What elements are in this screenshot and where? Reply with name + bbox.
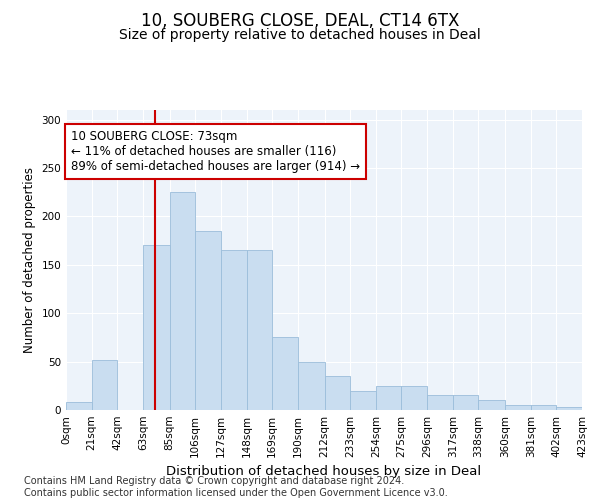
Bar	[143, 246, 170, 410]
Bar	[505, 405, 531, 410]
Bar	[247, 250, 272, 410]
Bar	[376, 386, 401, 410]
Bar	[350, 390, 376, 410]
Text: Contains HM Land Registry data © Crown copyright and database right 2024.
Contai: Contains HM Land Registry data © Crown c…	[24, 476, 448, 498]
Bar	[401, 386, 427, 410]
Bar	[170, 192, 196, 410]
Text: Size of property relative to detached houses in Deal: Size of property relative to detached ho…	[119, 28, 481, 42]
Bar	[272, 338, 298, 410]
Bar	[196, 231, 221, 410]
Bar	[298, 362, 325, 410]
Y-axis label: Number of detached properties: Number of detached properties	[23, 167, 36, 353]
Bar	[325, 376, 350, 410]
Bar	[66, 402, 92, 410]
Bar	[427, 396, 452, 410]
Bar	[556, 407, 582, 410]
Bar	[478, 400, 505, 410]
Text: 10, SOUBERG CLOSE, DEAL, CT14 6TX: 10, SOUBERG CLOSE, DEAL, CT14 6TX	[141, 12, 459, 30]
Bar	[92, 360, 117, 410]
Bar	[452, 396, 478, 410]
Bar	[531, 405, 556, 410]
X-axis label: Distribution of detached houses by size in Deal: Distribution of detached houses by size …	[166, 466, 482, 478]
Text: 10 SOUBERG CLOSE: 73sqm
← 11% of detached houses are smaller (116)
89% of semi-d: 10 SOUBERG CLOSE: 73sqm ← 11% of detache…	[71, 130, 360, 174]
Bar	[221, 250, 247, 410]
